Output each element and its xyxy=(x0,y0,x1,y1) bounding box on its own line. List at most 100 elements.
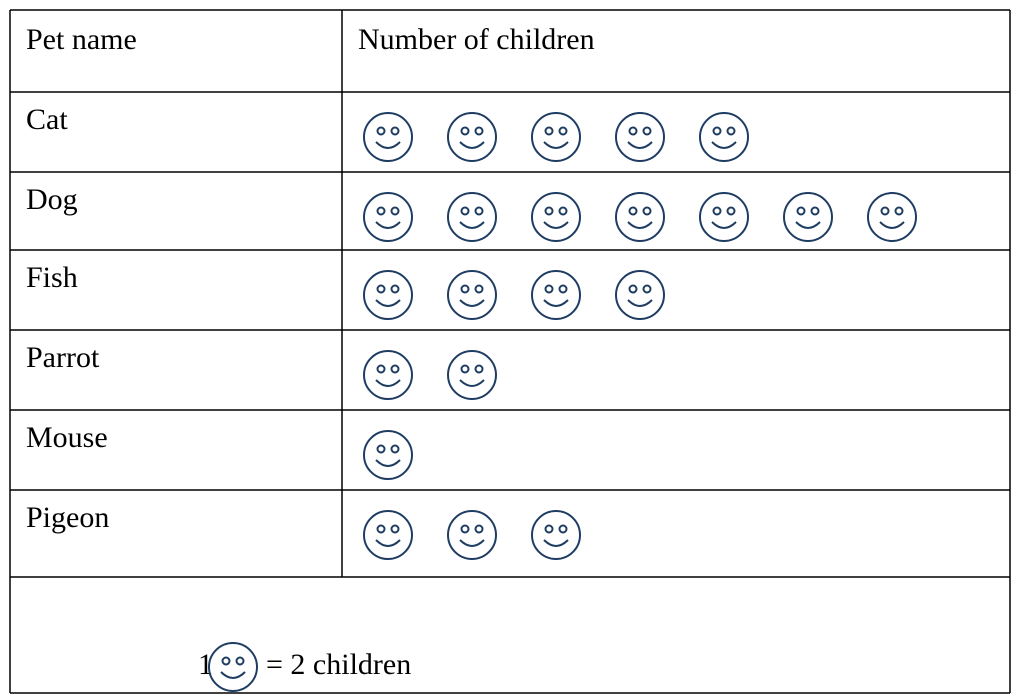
eye xyxy=(544,206,554,216)
eye xyxy=(726,126,736,136)
smile xyxy=(220,671,246,679)
header: Pet name xyxy=(26,23,137,56)
smile xyxy=(375,379,401,387)
header: Number of children xyxy=(358,23,595,56)
smile xyxy=(711,141,737,149)
eye xyxy=(376,206,386,216)
face-outline xyxy=(447,350,497,400)
face-outline xyxy=(208,642,258,692)
pet-name: Mouse xyxy=(26,421,108,454)
smile xyxy=(375,539,401,547)
eye xyxy=(390,206,400,216)
smiley-icon xyxy=(363,350,413,400)
smile xyxy=(627,141,653,149)
face-outline xyxy=(531,510,581,560)
eye xyxy=(390,126,400,136)
face-outline xyxy=(615,112,665,162)
eye xyxy=(474,524,484,534)
face-outline xyxy=(867,192,917,242)
smile xyxy=(459,141,485,149)
smiley-icon xyxy=(531,270,581,320)
smile xyxy=(543,141,569,149)
smile xyxy=(375,459,401,467)
smile xyxy=(879,221,905,229)
smile xyxy=(459,379,485,387)
eye xyxy=(390,444,400,454)
smile xyxy=(711,221,737,229)
smiley-icon xyxy=(363,192,413,242)
eye xyxy=(235,656,245,666)
eye xyxy=(628,284,638,294)
eye xyxy=(642,126,652,136)
smiley-icon xyxy=(363,270,413,320)
smiley-icon xyxy=(699,112,749,162)
pet-name: Cat xyxy=(26,103,68,136)
smiley-icon xyxy=(531,510,581,560)
smiley-icon xyxy=(531,112,581,162)
eye xyxy=(558,524,568,534)
smile xyxy=(543,221,569,229)
smiley-icon xyxy=(615,112,665,162)
eye xyxy=(642,284,652,294)
eye xyxy=(221,656,231,666)
smiley-icon xyxy=(447,510,497,560)
eye xyxy=(712,126,722,136)
smile xyxy=(375,221,401,229)
eye xyxy=(474,206,484,216)
face-outline xyxy=(615,270,665,320)
eye xyxy=(474,364,484,374)
smiley-icon xyxy=(363,112,413,162)
eye xyxy=(796,206,806,216)
face-outline xyxy=(363,430,413,480)
face-outline xyxy=(531,112,581,162)
eye xyxy=(628,206,638,216)
eye xyxy=(390,524,400,534)
face-outline xyxy=(531,192,581,242)
smile xyxy=(543,539,569,547)
smiley-icon xyxy=(447,192,497,242)
smiley-icon xyxy=(363,430,413,480)
eye xyxy=(390,284,400,294)
eye xyxy=(642,206,652,216)
eye xyxy=(880,206,890,216)
pet-name: Fish xyxy=(26,261,78,294)
eye xyxy=(460,364,470,374)
smile xyxy=(459,299,485,307)
smiley-icon xyxy=(615,270,665,320)
eye xyxy=(544,524,554,534)
eye xyxy=(810,206,820,216)
smiley-icon xyxy=(363,510,413,560)
smile xyxy=(627,221,653,229)
smiley-icon xyxy=(447,270,497,320)
smile xyxy=(795,221,821,229)
smiley-icon xyxy=(447,350,497,400)
eye xyxy=(558,126,568,136)
smiley-icon xyxy=(447,112,497,162)
eye xyxy=(460,206,470,216)
eye xyxy=(376,284,386,294)
pet-name: Dog xyxy=(26,183,78,216)
face-outline xyxy=(447,112,497,162)
eye xyxy=(376,364,386,374)
smiley-icon xyxy=(699,192,749,242)
key-text: = 2 children xyxy=(266,648,411,681)
smile xyxy=(459,539,485,547)
face-outline xyxy=(531,270,581,320)
smile xyxy=(543,299,569,307)
smiley-icon xyxy=(615,192,665,242)
eye xyxy=(460,126,470,136)
smiley-icon xyxy=(783,192,833,242)
eye xyxy=(376,444,386,454)
eye xyxy=(544,284,554,294)
eye xyxy=(474,284,484,294)
face-outline xyxy=(615,192,665,242)
eye xyxy=(558,284,568,294)
face-outline xyxy=(363,112,413,162)
smiley-icon xyxy=(867,192,917,242)
face-outline xyxy=(447,192,497,242)
eye xyxy=(558,206,568,216)
smile xyxy=(375,299,401,307)
eye xyxy=(726,206,736,216)
eye xyxy=(544,126,554,136)
